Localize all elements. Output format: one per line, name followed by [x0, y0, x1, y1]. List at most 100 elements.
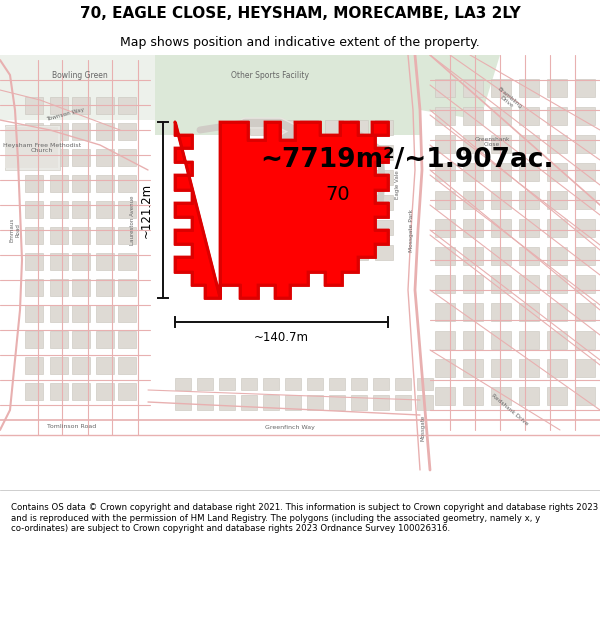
Polygon shape: [241, 395, 257, 410]
Polygon shape: [307, 378, 323, 390]
Polygon shape: [25, 227, 43, 244]
Polygon shape: [329, 378, 345, 390]
Polygon shape: [491, 219, 511, 237]
Polygon shape: [375, 120, 393, 135]
Polygon shape: [547, 275, 567, 293]
Polygon shape: [250, 195, 268, 210]
Polygon shape: [72, 331, 90, 348]
Polygon shape: [463, 135, 483, 153]
Polygon shape: [118, 149, 136, 166]
Polygon shape: [491, 359, 511, 377]
Polygon shape: [118, 305, 136, 322]
Polygon shape: [519, 79, 539, 97]
Polygon shape: [96, 305, 114, 322]
Text: Greenfinch Way: Greenfinch Way: [265, 426, 315, 431]
Polygon shape: [350, 170, 368, 185]
Polygon shape: [25, 201, 43, 218]
Polygon shape: [547, 107, 567, 125]
Polygon shape: [575, 163, 595, 181]
Polygon shape: [491, 107, 511, 125]
Text: 70, EAGLE CLOSE, HEYSHAM, MORECAMBE, LA3 2LY: 70, EAGLE CLOSE, HEYSHAM, MORECAMBE, LA3…: [80, 6, 520, 21]
Polygon shape: [575, 107, 595, 125]
Polygon shape: [285, 378, 301, 390]
Polygon shape: [417, 395, 433, 410]
Polygon shape: [435, 387, 455, 405]
Text: Map shows position and indicative extent of the property.: Map shows position and indicative extent…: [120, 36, 480, 49]
Polygon shape: [351, 395, 367, 410]
Polygon shape: [435, 191, 455, 209]
Polygon shape: [50, 253, 68, 270]
Polygon shape: [350, 245, 368, 260]
Polygon shape: [519, 219, 539, 237]
Polygon shape: [25, 331, 43, 348]
Polygon shape: [519, 359, 539, 377]
Polygon shape: [96, 331, 114, 348]
Polygon shape: [325, 170, 343, 185]
Polygon shape: [250, 120, 268, 135]
Text: Eagle Vale: Eagle Vale: [395, 171, 401, 199]
Polygon shape: [155, 55, 420, 135]
Polygon shape: [50, 149, 68, 166]
Polygon shape: [300, 145, 318, 160]
Polygon shape: [96, 227, 114, 244]
Polygon shape: [547, 247, 567, 265]
Polygon shape: [491, 331, 511, 349]
Polygon shape: [575, 219, 595, 237]
Polygon shape: [575, 387, 595, 405]
Polygon shape: [250, 245, 268, 260]
Polygon shape: [275, 220, 293, 235]
Text: ~140.7m: ~140.7m: [254, 331, 309, 344]
Polygon shape: [50, 279, 68, 296]
Polygon shape: [275, 170, 293, 185]
Polygon shape: [463, 107, 483, 125]
Polygon shape: [435, 79, 455, 97]
Polygon shape: [373, 395, 389, 410]
Polygon shape: [25, 305, 43, 322]
Polygon shape: [72, 123, 90, 140]
Text: Tomlinson Road: Tomlinson Road: [47, 424, 97, 429]
Polygon shape: [491, 79, 511, 97]
Polygon shape: [575, 359, 595, 377]
Polygon shape: [350, 145, 368, 160]
Text: Other Sports Facility: Other Sports Facility: [231, 71, 309, 79]
Polygon shape: [118, 383, 136, 400]
Polygon shape: [96, 201, 114, 218]
Polygon shape: [519, 107, 539, 125]
Polygon shape: [50, 331, 68, 348]
Polygon shape: [263, 395, 279, 410]
Polygon shape: [519, 191, 539, 209]
Text: 70: 70: [326, 186, 350, 204]
Polygon shape: [72, 305, 90, 322]
Polygon shape: [219, 395, 235, 410]
Polygon shape: [72, 227, 90, 244]
Polygon shape: [519, 247, 539, 265]
Polygon shape: [575, 331, 595, 349]
Polygon shape: [435, 275, 455, 293]
Polygon shape: [118, 201, 136, 218]
Polygon shape: [96, 279, 114, 296]
Polygon shape: [575, 275, 595, 293]
Polygon shape: [463, 331, 483, 349]
Polygon shape: [96, 123, 114, 140]
Polygon shape: [463, 191, 483, 209]
Polygon shape: [96, 97, 114, 114]
Polygon shape: [547, 303, 567, 321]
Polygon shape: [463, 79, 483, 97]
Polygon shape: [435, 247, 455, 265]
Polygon shape: [96, 253, 114, 270]
Polygon shape: [5, 125, 60, 170]
Polygon shape: [118, 97, 136, 114]
Polygon shape: [435, 107, 455, 125]
Polygon shape: [435, 359, 455, 377]
Polygon shape: [175, 378, 191, 390]
Polygon shape: [435, 331, 455, 349]
Polygon shape: [519, 387, 539, 405]
Polygon shape: [375, 195, 393, 210]
Polygon shape: [25, 253, 43, 270]
Polygon shape: [118, 357, 136, 374]
Polygon shape: [25, 175, 43, 192]
Text: Mossgate: Mossgate: [421, 415, 425, 441]
Text: Redshank Drive: Redshank Drive: [491, 393, 529, 427]
Polygon shape: [241, 378, 257, 390]
Polygon shape: [197, 395, 213, 410]
